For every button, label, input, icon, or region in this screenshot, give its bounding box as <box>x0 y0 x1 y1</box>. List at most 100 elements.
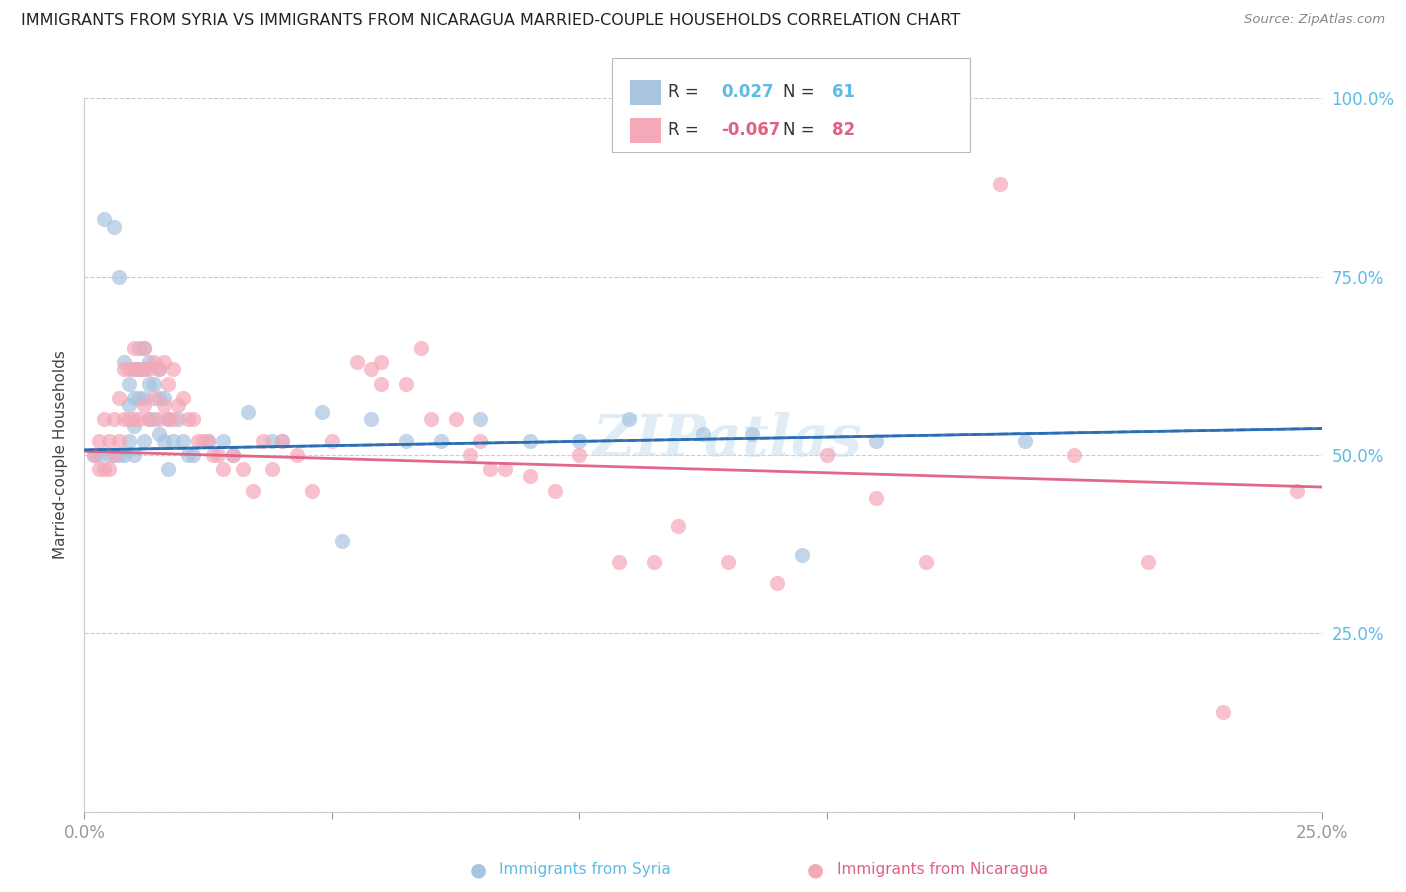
Point <box>138 412 160 426</box>
Point <box>98 462 121 476</box>
Point <box>187 434 209 448</box>
Point <box>167 412 190 426</box>
Point <box>157 462 180 476</box>
Point <box>460 448 482 462</box>
Point <box>346 355 368 369</box>
Point <box>167 398 190 412</box>
Point <box>122 412 145 426</box>
Point <box>112 448 135 462</box>
Point <box>157 376 180 391</box>
Point <box>152 434 174 448</box>
Point <box>138 376 160 391</box>
Point <box>157 412 180 426</box>
Point <box>271 434 294 448</box>
Point <box>222 448 245 462</box>
Point <box>118 362 141 376</box>
Point <box>108 391 131 405</box>
Point <box>177 412 200 426</box>
Point <box>988 177 1011 191</box>
Point <box>1285 483 1308 498</box>
Text: Source: ZipAtlas.com: Source: ZipAtlas.com <box>1244 13 1385 27</box>
Point <box>108 269 131 284</box>
Point <box>162 412 184 426</box>
Point <box>157 412 180 426</box>
Point <box>83 448 105 462</box>
Text: Immigrants from Nicaragua: Immigrants from Nicaragua <box>837 863 1047 877</box>
Text: N =: N = <box>783 83 820 101</box>
Point <box>89 448 111 462</box>
Point <box>409 341 432 355</box>
Point <box>370 355 392 369</box>
Point <box>93 212 115 227</box>
Point <box>112 355 135 369</box>
Text: 82: 82 <box>832 121 855 139</box>
Point <box>470 412 492 426</box>
Point <box>479 462 502 476</box>
Point <box>128 362 150 376</box>
Point <box>271 434 294 448</box>
Point <box>790 548 813 562</box>
Point <box>112 362 135 376</box>
Point <box>122 448 145 462</box>
Point <box>741 426 763 441</box>
Point <box>138 412 160 426</box>
Point <box>177 448 200 462</box>
Point <box>202 448 225 462</box>
Point <box>262 434 284 448</box>
Point <box>172 434 194 448</box>
Point <box>285 448 308 462</box>
Point <box>236 405 259 419</box>
Point <box>519 469 541 483</box>
Point <box>568 448 591 462</box>
Point <box>494 462 516 476</box>
Point <box>370 376 392 391</box>
Point <box>142 412 165 426</box>
Point <box>212 462 235 476</box>
Point <box>122 362 145 376</box>
Point <box>191 434 214 448</box>
Point <box>93 412 115 426</box>
Point <box>252 434 274 448</box>
Point <box>262 462 284 476</box>
Point <box>181 448 204 462</box>
Point <box>118 434 141 448</box>
Point <box>93 462 115 476</box>
Point <box>1014 434 1036 448</box>
Point <box>717 555 740 569</box>
Point <box>118 398 141 412</box>
Point <box>142 376 165 391</box>
Point <box>98 434 121 448</box>
Point <box>222 448 245 462</box>
Point <box>212 434 235 448</box>
Point <box>519 434 541 448</box>
Point <box>395 376 418 391</box>
Point <box>132 434 155 448</box>
Point <box>128 341 150 355</box>
Point <box>103 412 125 426</box>
Point <box>197 434 219 448</box>
Text: 61: 61 <box>832 83 855 101</box>
Point <box>162 362 184 376</box>
Point <box>197 434 219 448</box>
Point <box>207 448 229 462</box>
Point <box>1137 555 1160 569</box>
Point <box>1063 448 1085 462</box>
Text: 0.027: 0.027 <box>721 83 773 101</box>
Point <box>112 412 135 426</box>
Point <box>607 555 630 569</box>
Point <box>148 426 170 441</box>
Point <box>142 355 165 369</box>
Point <box>232 462 254 476</box>
Point <box>103 448 125 462</box>
Point <box>444 412 467 426</box>
Point <box>162 434 184 448</box>
Point <box>132 362 155 376</box>
Point <box>360 362 382 376</box>
Point <box>617 412 640 426</box>
Point <box>815 448 838 462</box>
Point <box>108 434 131 448</box>
Text: -0.067: -0.067 <box>721 121 780 139</box>
Point <box>865 491 887 505</box>
Point <box>83 448 105 462</box>
Point <box>148 412 170 426</box>
